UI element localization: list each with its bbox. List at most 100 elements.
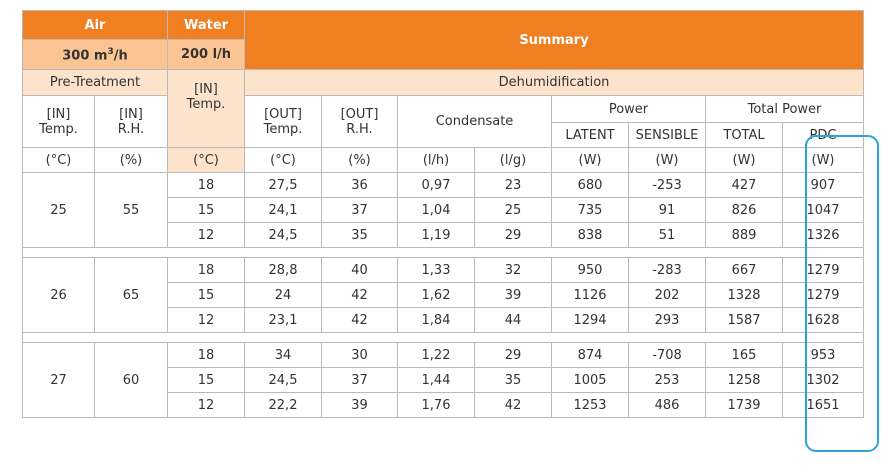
water-temp-value: 15 (167, 282, 245, 308)
out-rh-value: 30 (321, 342, 398, 368)
header-row-1: Air Water Summary (22, 10, 864, 70)
latent-value: 874 (551, 342, 629, 368)
out-rh-value: 37 (321, 197, 398, 223)
pdc-value: 1302 (782, 367, 864, 393)
air-flow-sup: 3 (107, 47, 114, 58)
out-temp-value: 34 (244, 342, 322, 368)
condensate-lg-value: 23 (474, 172, 552, 198)
out-temp-value: 24,5 (244, 222, 322, 248)
in-rh-label-2: R.H. (117, 121, 145, 137)
air-header: Air (22, 10, 168, 40)
out-temp-value: 28,8 (244, 257, 322, 283)
separator-cell (628, 332, 706, 343)
results-table: Air Water Summary 300 m3/h 200 l/h Pre-T… (22, 10, 864, 418)
out-temp-value: 24,1 (244, 197, 322, 223)
in-temp-value: 25 (22, 172, 95, 248)
unit-cell: (%) (321, 147, 398, 173)
total-value: 165 (705, 342, 783, 368)
separator-cell (94, 332, 168, 343)
total-value: 889 (705, 222, 783, 248)
table-row: 15 24,5 37 1,44 35 1005 253 1258 1302 (23, 367, 864, 393)
pdc-value: 1279 (782, 282, 864, 308)
water-temp-value: 12 (167, 307, 245, 333)
in-rh-header: [IN] R.H. (94, 95, 168, 148)
in-temp-label-1: [IN] (46, 106, 71, 122)
pdc-value: 953 (782, 342, 864, 368)
separator-cell (397, 247, 475, 258)
separator-cell (167, 332, 245, 343)
in-temp-value: 26 (22, 257, 95, 333)
condensate-lg-value: 35 (474, 367, 552, 393)
condensate-lh-value: 1,19 (397, 222, 475, 248)
condensate-lg-value: 44 (474, 307, 552, 333)
out-temp-value: 23,1 (244, 307, 322, 333)
sensible-value: 486 (628, 392, 706, 418)
separator-cell (22, 247, 95, 258)
table-row: 26 65 18 28,8 40 1,33 32 950 -283 667 1279 (22, 257, 864, 333)
water-temp-value: 18 (167, 257, 245, 283)
unit-cell: (W) (628, 147, 706, 173)
separator-cell (244, 247, 322, 258)
unit-cell: (°C) (167, 147, 245, 173)
table-row: 15 24,1 37 1,04 25 735 91 826 1047 (23, 197, 864, 223)
condensate-lh-value: 1,76 (397, 392, 475, 418)
latent-value: 735 (551, 197, 629, 223)
pdc-value: 1279 (782, 257, 864, 283)
in-temp-label-2: Temp. (39, 121, 78, 137)
latent-value: 838 (551, 222, 629, 248)
air-flow-value: 300 m (62, 48, 108, 64)
total-value: 1258 (705, 367, 783, 393)
separator-cell (551, 332, 629, 343)
condensate-lh-value: 1,44 (397, 367, 475, 393)
water-temp-label: Temp. (186, 97, 226, 112)
condensate-lg-value: 25 (474, 197, 552, 223)
sensible-value: 253 (628, 367, 706, 393)
table-row: 15 24 42 1,62 39 1126 202 1328 1279 (23, 282, 864, 308)
total-value: 1739 (705, 392, 783, 418)
results-table-container: Air Water Summary 300 m3/h 200 l/h Pre-T… (22, 10, 879, 452)
water-in-temp-header: [IN] Temp. (167, 69, 245, 148)
condensate-lg-value: 39 (474, 282, 552, 308)
out-rh-label-2: R.H. (346, 121, 373, 137)
in-rh-value: 60 (94, 342, 168, 418)
pdc-value: 1651 (782, 392, 864, 418)
total-value: 667 (705, 257, 783, 283)
separator-cell (22, 332, 95, 343)
separator-cell (782, 332, 864, 343)
total-value: 427 (705, 172, 783, 198)
separator-cell (551, 247, 629, 258)
sensible-value: 51 (628, 222, 706, 248)
water-temp-value: 18 (167, 172, 245, 198)
out-rh-value: 37 (321, 367, 398, 393)
latent-header: LATENT (551, 122, 629, 148)
separator-cell (474, 247, 552, 258)
total-value: 826 (705, 197, 783, 223)
separator-cell (628, 247, 706, 258)
out-temp-value: 27,5 (244, 172, 322, 198)
out-rh-label-1: [OUT] (340, 106, 379, 122)
units-row: (°C) (%) (°C) (°C) (%) (l/h) (l/g) (W) (… (22, 147, 864, 173)
pdc-header: PDC (782, 122, 864, 148)
water-temp-value: 12 (167, 392, 245, 418)
condensate-lh-value: 1,33 (397, 257, 475, 283)
separator-cell (397, 332, 475, 343)
power-header: Power (551, 95, 706, 123)
separator-cell (474, 332, 552, 343)
sensible-value: -253 (628, 172, 706, 198)
latent-value: 1253 (551, 392, 629, 418)
condensate-lh-value: 1,62 (397, 282, 475, 308)
pdc-value: 1047 (782, 197, 864, 223)
out-rh-value: 36 (321, 172, 398, 198)
separator-cell (94, 247, 168, 258)
water-temp-value: 18 (167, 342, 245, 368)
out-temp-value: 22,2 (244, 392, 322, 418)
unit-cell: (W) (782, 147, 864, 173)
sensible-header: SENSIBLE (628, 122, 706, 148)
condensate-lh-value: 0,97 (397, 172, 475, 198)
air-flow-cell: 300 m3/h (22, 39, 168, 70)
unit-cell: (l/g) (474, 147, 552, 173)
in-rh-value: 65 (94, 257, 168, 333)
pre-treatment-header: Pre-Treatment (22, 69, 168, 96)
water-temp-value: 15 (167, 367, 245, 393)
sensible-value: -708 (628, 342, 706, 368)
